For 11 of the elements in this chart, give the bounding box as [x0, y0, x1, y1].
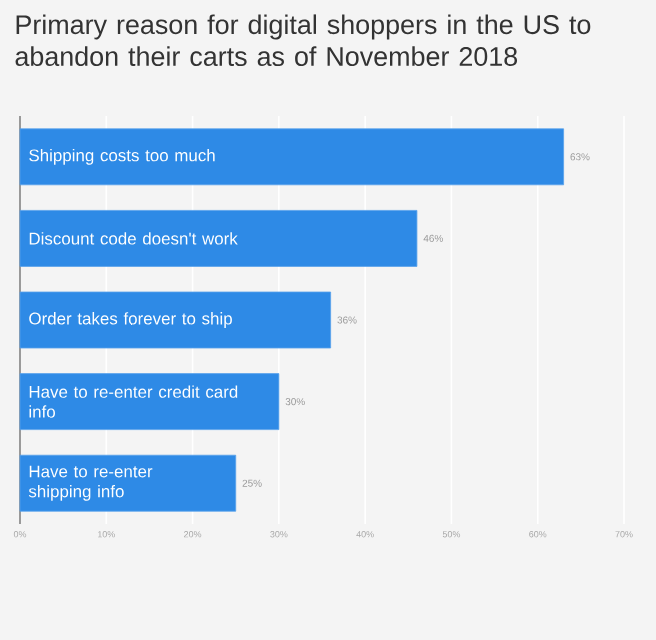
- y-tick-label: Have to re-enter credit card info: [29, 385, 238, 418]
- y-tick-label: Discount code doesn't work: [29, 232, 238, 245]
- bar: [19, 373, 280, 431]
- bar: [19, 454, 237, 512]
- bar: [19, 128, 564, 186]
- y-tick-label: Have to re-enter shipping info: [28, 465, 153, 501]
- chart-title: Primary reason for digital shoppers in the US to abandon their carts as of November 2018: [15, 14, 591, 67]
- bar: [19, 291, 332, 349]
- bar: [19, 210, 418, 267]
- y-tick-label: Order takes forever to ship: [29, 312, 232, 328]
- y-tick-label: Shipping costs too much: [29, 148, 215, 165]
